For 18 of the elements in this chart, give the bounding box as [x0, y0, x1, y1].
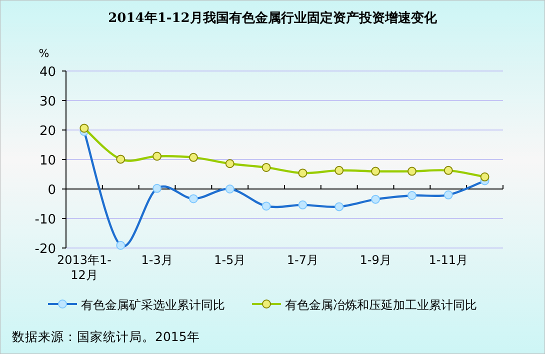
legend-label: 有色金属矿采选业累计同比 [81, 298, 225, 312]
x-tick-label: 1-3月 [141, 253, 173, 267]
x-tick-label: 1-7月 [286, 253, 319, 267]
x-tick-label: 2013年1-12月 [56, 253, 112, 282]
x-tick-label: 1-5月 [214, 253, 246, 267]
y-tick-label: -20 [34, 242, 56, 257]
legend-label: 有色金属冶炼和压延加工业累计同比 [285, 298, 477, 312]
x-tick-label: 1-9月 [360, 253, 392, 267]
y-tick-label: 30 [39, 94, 56, 110]
source-note: 数据来源：国家统计局。2015年 [12, 329, 200, 344]
y-tick-label: 40 [39, 65, 56, 80]
x-tick-label: 1-11月 [428, 253, 468, 267]
y-tick-label: 10 [39, 154, 56, 168]
y-axis-title: % [38, 47, 50, 60]
y-tick-label: 20 [39, 124, 56, 139]
chart-title: 2014年1-12月我国有色金属行业固定资产投资增速变化 [108, 10, 438, 26]
y-tick-label: 0 [48, 183, 56, 198]
y-tick-label: -10 [34, 212, 56, 228]
